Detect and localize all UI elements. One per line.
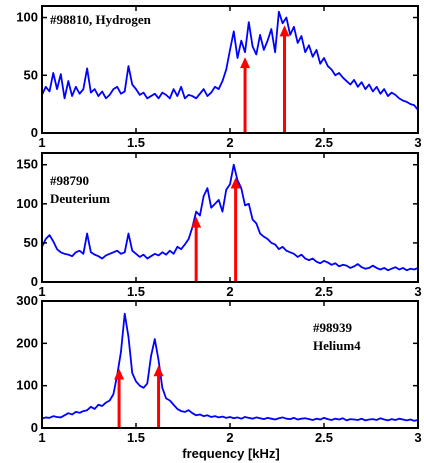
red-arrow — [230, 177, 241, 282]
x-tick-label: 3 — [414, 284, 421, 299]
x-tick-label: 1 — [38, 430, 45, 445]
panel-annotation: #98810, Hydrogen — [50, 12, 152, 27]
x-axis-label: frequency [kHz] — [182, 446, 280, 461]
panel-annotation: #98939 — [313, 320, 353, 335]
red-arrow — [153, 365, 164, 428]
arrow-head — [230, 177, 241, 189]
y-tick-label: 150 — [16, 157, 38, 172]
panel-annotation: Deuterium — [50, 191, 110, 206]
x-tick-label: 2 — [226, 430, 233, 445]
arrow-head — [240, 57, 251, 69]
series-line — [42, 163, 418, 272]
x-tick-label: 3 — [414, 430, 421, 445]
red-arrow — [240, 57, 251, 133]
panel-annotation: #98790 — [50, 173, 89, 188]
panel-hydrogen: 1 1.5 2 2.5 3 0 50 100 #98810, Hydrogen — [16, 5, 422, 150]
y-tick-label: 200 — [16, 335, 38, 350]
arrow-head — [279, 25, 290, 37]
axes-frame — [41, 152, 419, 283]
panel-annotation: Helium4 — [313, 338, 361, 353]
panel-deuterium: 1 1.5 2 2.5 3 0 50 100 150 #98790 Deuterium — [16, 152, 422, 299]
series-line — [42, 312, 418, 422]
x-tick-label: 2.5 — [315, 135, 333, 150]
x-tick-label: 2 — [226, 284, 233, 299]
x-tick-label: 2.5 — [315, 284, 333, 299]
panel-helium4: 1 1.5 2 2.5 3 0 100 200 300 #98939 Helium4 — [16, 293, 421, 445]
x-tick-label: 1.5 — [127, 430, 145, 445]
arrow-head — [191, 216, 202, 228]
red-arrow — [114, 368, 125, 428]
series-line — [42, 10, 418, 111]
y-tick-label: 100 — [16, 10, 38, 25]
x-tick-label: 3 — [414, 135, 421, 150]
arrow-head — [153, 365, 164, 377]
y-tick-label: 100 — [16, 196, 38, 211]
y-tick-label: 300 — [16, 293, 38, 308]
x-tick-label: 2 — [226, 135, 233, 150]
x-tick-label: 1.5 — [127, 135, 145, 150]
x-tick-label: 1.5 — [127, 284, 145, 299]
arrow-head — [114, 368, 125, 380]
y-tick-label: 0 — [31, 125, 38, 140]
y-tick-label: 0 — [31, 274, 38, 289]
x-tick-label: 1 — [38, 135, 45, 150]
axes-frame — [41, 300, 419, 429]
y-tick-label: 50 — [24, 67, 38, 82]
red-arrow — [279, 25, 290, 133]
x-tick-label: 1 — [38, 284, 45, 299]
x-tick-label: 2.5 — [315, 430, 333, 445]
y-tick-label: 100 — [16, 378, 38, 393]
y-tick-label: 0 — [31, 420, 38, 435]
red-arrow — [191, 216, 202, 282]
y-tick-label: 50 — [24, 235, 38, 250]
